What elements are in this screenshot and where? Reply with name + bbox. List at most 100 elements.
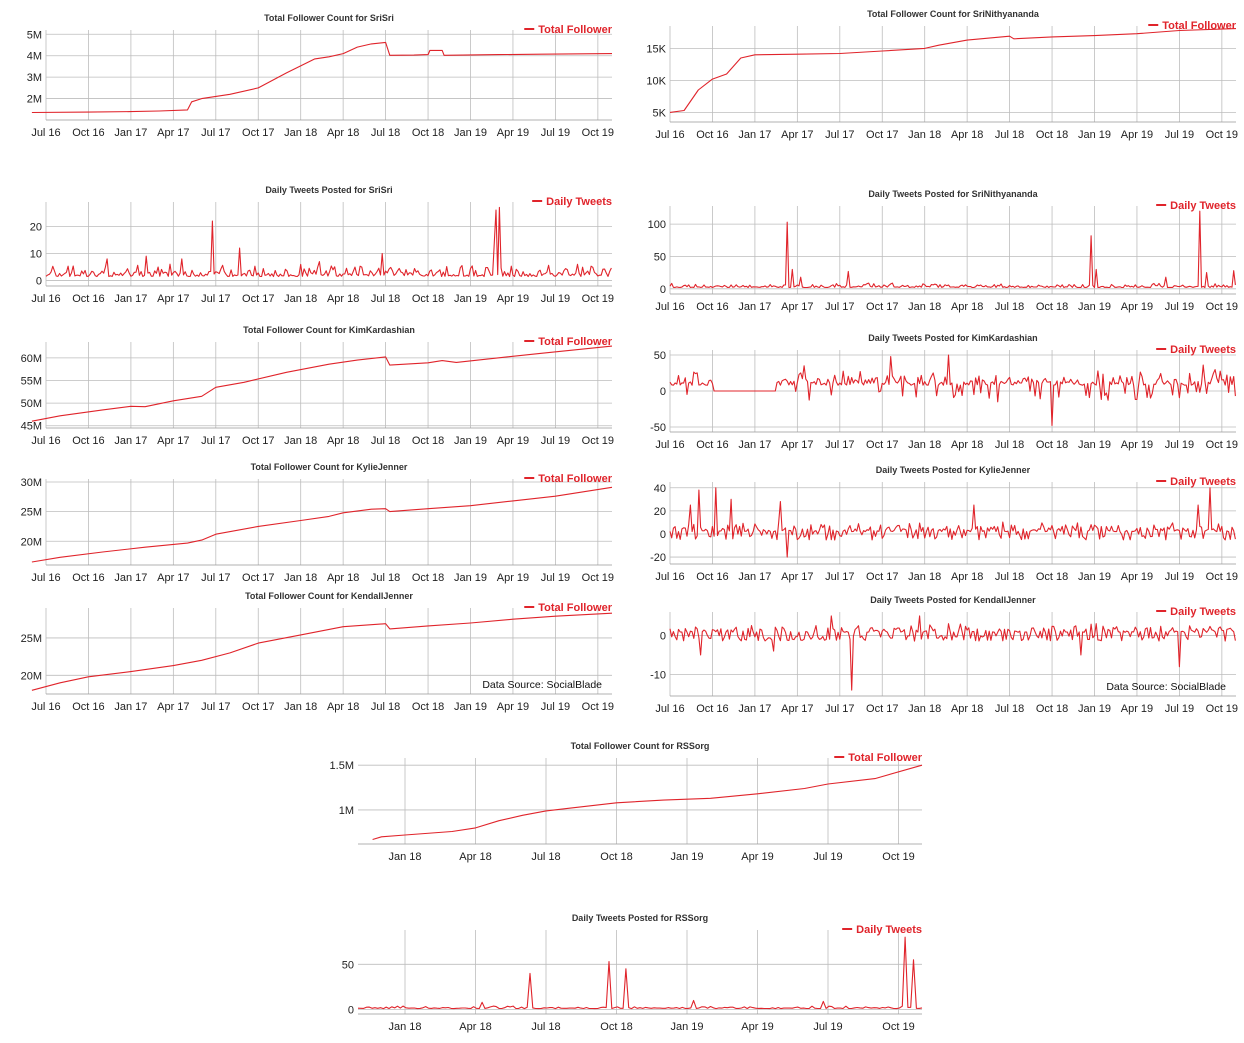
- legend: Daily Tweets: [1156, 344, 1236, 356]
- grid: [45, 342, 612, 428]
- x-tick-label: Oct 16: [72, 572, 104, 584]
- x-tick-label: Oct 16: [696, 129, 728, 141]
- chart-rssorg-followers: Total Follower Count for RSSorg Jan 18 Apr…: [330, 741, 923, 863]
- chart-kendalljenner-followers: Total Follower Count for KendallJenner Ju…: [21, 591, 614, 713]
- x-tick-label: Jul 17: [201, 572, 230, 584]
- y-tick-label: 5M: [27, 29, 42, 41]
- x-tick-label: Oct 19: [582, 293, 614, 305]
- x-tick-label: Jan 17: [114, 435, 147, 447]
- x-tick-label: Apr 17: [781, 571, 813, 583]
- x-tick-label: Jul 17: [201, 435, 230, 447]
- x-tick-label: Jul 16: [655, 129, 684, 141]
- legend: Total Follower: [524, 602, 613, 614]
- series-line: [669, 615, 1236, 691]
- y-tick-label: 0: [660, 630, 666, 642]
- x-tick-label: Oct 16: [696, 571, 728, 583]
- series-line: [669, 487, 1236, 558]
- x-tick-label: Jul 16: [31, 435, 60, 447]
- x-tick-label: Jan 19: [454, 127, 487, 139]
- grid: [669, 482, 1236, 564]
- legend-label: Total Follower: [538, 24, 612, 36]
- y-tick-label: 30M: [21, 477, 42, 489]
- x-tick-label: Jul 19: [1165, 129, 1194, 141]
- x-tick-label: Jan 19: [670, 851, 703, 863]
- y-tick-label: 25M: [21, 633, 42, 645]
- series-line: [31, 41, 613, 114]
- x-tick-label: Jul 16: [655, 571, 684, 583]
- legend: Daily Tweets: [1156, 476, 1236, 488]
- x-tick-label: Jan 19: [454, 572, 487, 584]
- x-tick-label: Apr 18: [327, 293, 359, 305]
- x-tick-label: Jul 17: [825, 571, 854, 583]
- x-tick-label: Apr 17: [157, 435, 189, 447]
- x-tick-label: Oct 16: [696, 301, 728, 313]
- legend-label: Daily Tweets: [1170, 344, 1236, 356]
- chart-title: Daily Tweets Posted for KimKardashian: [868, 333, 1037, 343]
- y-tick-label: 4M: [27, 51, 42, 63]
- x-tick-label: Jan 17: [738, 301, 771, 313]
- legend: Total Follower: [524, 473, 613, 485]
- x-tick-label: Jan 19: [454, 701, 487, 713]
- x-tick-label: Jan 17: [738, 439, 771, 451]
- y-tick-label: 45M: [21, 421, 42, 433]
- y-tick-label: 10K: [646, 75, 666, 87]
- x-tick-label: Jul 16: [31, 293, 60, 305]
- x-tick-label: Apr 19: [497, 293, 529, 305]
- x-tick-label: Jan 18: [284, 127, 317, 139]
- x-tick-label: Oct 19: [582, 572, 614, 584]
- x-tick-label: Apr 19: [1121, 439, 1153, 451]
- chart-title: Daily Tweets Posted for KylieJenner: [876, 465, 1031, 475]
- legend-label: Total Follower: [1162, 20, 1236, 32]
- series-line: [372, 764, 923, 841]
- x-tick-label: Jan 17: [114, 701, 147, 713]
- x-tick-label: Apr 19: [741, 1021, 773, 1033]
- chart-srisri-followers: Total Follower Count for SriSri Jul 16 Oct…: [27, 13, 614, 139]
- chart-title: Daily Tweets Posted for KendallJenner: [870, 595, 1036, 605]
- y-tick-label: 1.5M: [330, 760, 354, 772]
- x-tick-label: Jan 17: [738, 571, 771, 583]
- x-tick-label: Apr 19: [1121, 703, 1153, 715]
- y-tick-label: 5K: [653, 107, 667, 119]
- chart-title: Total Follower Count for KylieJenner: [251, 462, 408, 472]
- x-tick-label: Apr 19: [497, 572, 529, 584]
- x-tick-label: Jan 17: [114, 293, 147, 305]
- x-tick-label: Jul 17: [825, 301, 854, 313]
- x-tick-label: Jan 17: [738, 703, 771, 715]
- x-tick-label: Apr 19: [1121, 301, 1153, 313]
- x-tick-label: Jul 19: [541, 435, 570, 447]
- x-tick-label: Apr 18: [951, 571, 983, 583]
- x-tick-label: Oct 17: [242, 572, 274, 584]
- x-tick-label: Jan 18: [908, 301, 941, 313]
- chart-rssorg-tweets: Daily Tweets Posted for RSSorg Jan 18 Apr …: [342, 913, 923, 1033]
- x-tick-label: Jul 18: [995, 301, 1024, 313]
- grid: [45, 608, 612, 694]
- legend: Total Follower: [524, 24, 613, 36]
- grid: [45, 30, 612, 120]
- chart-srinithyananda-tweets: Daily Tweets Posted for SriNithyananda Ju…: [648, 189, 1238, 313]
- x-tick-label: Jul 18: [371, 435, 400, 447]
- legend: Total Follower: [834, 752, 923, 764]
- x-tick-label: Apr 17: [157, 127, 189, 139]
- x-tick-label: Jul 19: [541, 127, 570, 139]
- x-tick-label: Jan 18: [388, 1021, 421, 1033]
- y-tick-label: -20: [650, 552, 666, 564]
- x-tick-label: Jul 19: [1165, 703, 1194, 715]
- x-tick-label: Jan 18: [284, 701, 317, 713]
- chart-title: Daily Tweets Posted for SriSri: [265, 185, 392, 195]
- x-tick-label: Apr 18: [327, 435, 359, 447]
- y-tick-label: -10: [650, 670, 666, 682]
- x-tick-label: Jul 18: [995, 129, 1024, 141]
- x-tick-label: Oct 18: [1036, 439, 1068, 451]
- x-tick-label: Oct 18: [412, 293, 444, 305]
- x-tick-label: Jul 17: [201, 701, 230, 713]
- x-tick-label: Apr 17: [781, 703, 813, 715]
- x-tick-label: Apr 17: [781, 301, 813, 313]
- x-tick-label: Jul 16: [31, 701, 60, 713]
- legend: Total Follower: [524, 336, 613, 348]
- x-tick-label: Jan 18: [908, 571, 941, 583]
- x-tick-label: Jul 19: [541, 572, 570, 584]
- x-tick-label: Jan 19: [1078, 439, 1111, 451]
- legend-label: Daily Tweets: [1170, 200, 1236, 212]
- x-tick-label: Apr 19: [497, 701, 529, 713]
- x-tick-label: Jan 18: [284, 293, 317, 305]
